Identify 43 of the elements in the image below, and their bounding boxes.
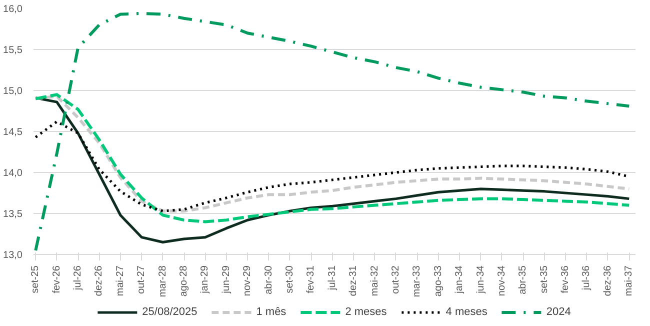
x-tick-label: jun-34 xyxy=(475,265,486,294)
x-tick-label: mar-28 xyxy=(157,265,168,298)
line-series xyxy=(34,12,631,252)
x-tick-label: jan-29 xyxy=(200,265,211,294)
y-tick-label: 13,0 xyxy=(3,250,23,261)
legend-label: 25/08/2025 xyxy=(142,305,198,319)
x-tick-label: jul-31 xyxy=(326,265,338,291)
y-tick-label: 13,5 xyxy=(3,209,23,220)
x-tick-label: set-25 xyxy=(30,265,42,294)
x-tick-label: jul-26 xyxy=(72,265,84,291)
x-tick-label: mai-27 xyxy=(114,265,126,296)
legend-label: 2024 xyxy=(546,305,571,319)
x-tick-label: fev-31 xyxy=(306,265,317,294)
line-series xyxy=(34,96,630,244)
y-tick-label: 15,0 xyxy=(3,86,23,97)
x-tick-label: mai-37 xyxy=(624,265,635,296)
y-tick-label: 14,5 xyxy=(3,127,23,138)
x-tick-label: jan-34 xyxy=(454,265,466,294)
x-tick-label: out-32 xyxy=(390,265,402,294)
x-tick-label: nov-34 xyxy=(496,265,508,296)
x-tick-label: mar-33 xyxy=(412,265,423,298)
y-tick-label: 14,0 xyxy=(3,168,23,179)
legend-label: 2 meses xyxy=(345,305,387,319)
x-tick-label: set-30 xyxy=(284,265,296,294)
x-tick-label: mai-32 xyxy=(369,265,380,296)
x-tick-label: dez-31 xyxy=(348,265,360,296)
x-tick-label: out-27 xyxy=(136,265,148,294)
x-tick-label: abr-30 xyxy=(263,265,274,294)
x-tick-label: dez-26 xyxy=(94,265,105,296)
y-tick-label: 15,5 xyxy=(3,45,23,56)
x-tick-label: jul-36 xyxy=(581,265,592,291)
x-tick-label: nov-29 xyxy=(242,265,254,296)
x-tick-label: fev-26 xyxy=(51,265,62,294)
x-tick-label: abr-35 xyxy=(518,265,529,294)
y-tick-label: 16,0 xyxy=(3,4,23,15)
x-tick-label: set-35 xyxy=(538,265,550,294)
x-tick-label: jun-29 xyxy=(220,265,232,294)
x-tick-label: ago-28 xyxy=(178,265,190,297)
x-tick-label: ago-33 xyxy=(432,265,444,297)
x-tick-label: fev-36 xyxy=(560,265,572,294)
x-tick-label: dez-36 xyxy=(602,265,614,296)
legend-label: 1 mês xyxy=(256,305,286,319)
legend-label: 4 meses xyxy=(446,305,488,319)
